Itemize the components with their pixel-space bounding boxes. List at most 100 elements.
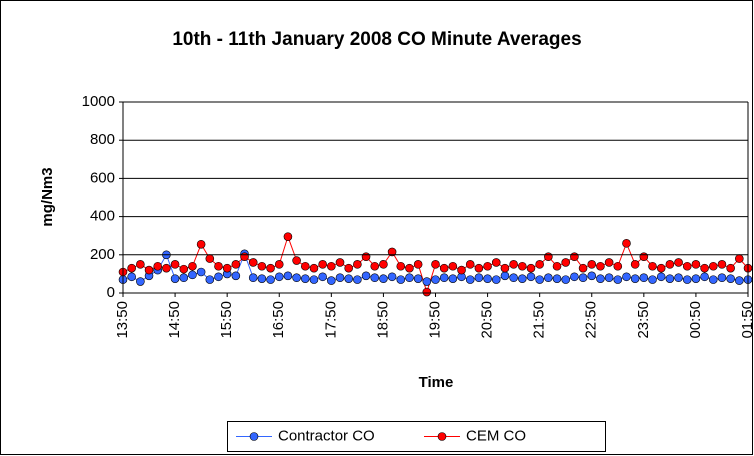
marker [596,261,605,271]
marker [700,272,709,282]
marker [136,260,145,269]
legend-marker [249,432,259,441]
y-tick-label: 1000 [82,93,115,110]
marker [674,258,683,267]
marker [561,258,571,267]
marker [361,271,371,281]
marker [578,263,588,273]
marker [300,274,310,283]
marker [665,260,675,269]
marker [379,274,388,283]
x-tick-label: 16:50 [270,301,287,339]
marker [170,260,180,269]
marker [344,263,353,273]
marker [613,275,623,284]
marker [353,260,362,269]
marker [604,258,614,267]
marker [648,275,657,284]
marker [144,265,154,275]
marker [179,264,189,274]
y-tick-label: 400 [90,208,115,225]
x-tick-label: 20:50 [479,301,496,339]
y-axis-label: mg/Nm3 [39,167,56,226]
x-tick-label: 22:50 [583,301,600,339]
marker [570,252,579,262]
marker [578,273,588,283]
marker [474,273,484,283]
marker [396,261,406,271]
marker [439,263,449,273]
marker [214,261,223,271]
marker [622,239,631,248]
marker [518,261,527,271]
marker [205,254,215,263]
marker [318,260,327,269]
marker [300,261,310,271]
marker [448,261,458,271]
marker [457,265,466,275]
marker [309,263,319,273]
marker [726,274,735,283]
x-tick-label: 17:50 [322,301,339,339]
marker [500,263,510,273]
marker [431,275,440,284]
marker [544,273,553,283]
marker [700,263,709,273]
marker [318,272,327,282]
marker [327,261,336,271]
marker [196,239,206,249]
marker [526,272,536,282]
marker [535,275,544,284]
marker [682,261,692,271]
marker [257,274,267,283]
marker [196,267,206,277]
marker [726,263,735,273]
marker [266,275,275,284]
marker [535,260,544,269]
marker [604,273,614,283]
x-tick-label: 01:50 [739,301,754,339]
marker [708,261,718,271]
marker [552,261,562,271]
marker [344,274,353,283]
marker [188,270,197,280]
marker [231,271,241,281]
marker [413,274,423,283]
marker [483,274,492,283]
marker [248,273,258,283]
chart-title: 10th - 11th January 2008 CO Minute Avera… [172,29,581,50]
marker [465,260,475,269]
marker [257,261,267,271]
legend-label: Contractor CO [278,427,375,444]
marker [283,271,293,281]
y-tick-label: 200 [90,246,115,263]
marker [474,263,484,273]
marker [127,263,136,273]
marker [309,275,319,284]
x-tick-label: 14:50 [166,301,183,339]
marker [335,258,345,267]
marker [405,273,414,283]
marker [717,273,727,283]
marker [691,260,701,269]
marker [353,275,362,284]
marker [561,275,571,284]
marker [170,274,180,283]
marker [518,274,527,283]
marker [327,276,336,285]
marker [509,260,518,269]
marker [127,272,136,282]
x-tick-label: 13:50 [114,301,131,339]
marker [500,271,510,281]
marker [153,261,163,271]
marker [214,272,223,282]
marker [509,273,518,283]
marker [205,275,215,284]
marker [387,272,397,282]
x-axis-label: Time [419,374,454,391]
marker [630,260,640,269]
marker [526,263,536,273]
y-tick-label: 600 [90,169,115,186]
marker [665,274,675,283]
